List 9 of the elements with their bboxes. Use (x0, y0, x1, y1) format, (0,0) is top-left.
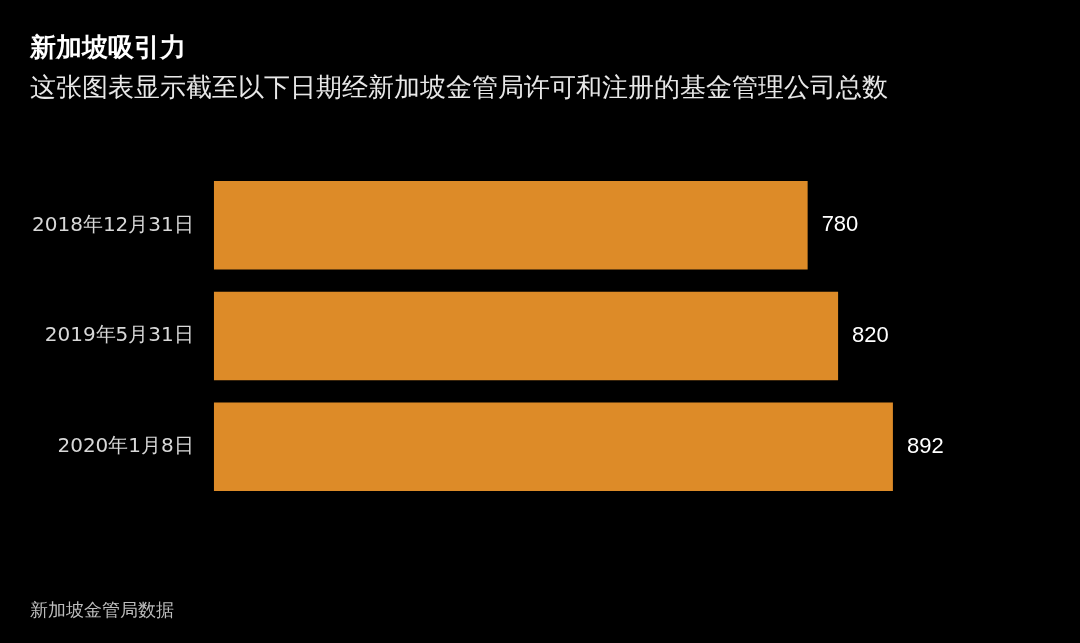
chart-title: 新加坡吸引力 (30, 31, 186, 64)
y-tick-label: 2018年12月31日 (32, 211, 194, 236)
text: 新加坡金管局数据 (30, 598, 174, 622)
y-tick-label: 2019年5月31日 (44, 322, 194, 347)
y-tick-label: 2020年1月8日 (57, 432, 194, 457)
data-label: 892 (906, 432, 944, 458)
data-label: 780 (821, 211, 859, 237)
data-label: 820 (852, 322, 889, 348)
chart-subtitle: 这张图表显示截至以下日期经新加坡金管局许可和注册的基金管理公司总数 (30, 71, 888, 104)
